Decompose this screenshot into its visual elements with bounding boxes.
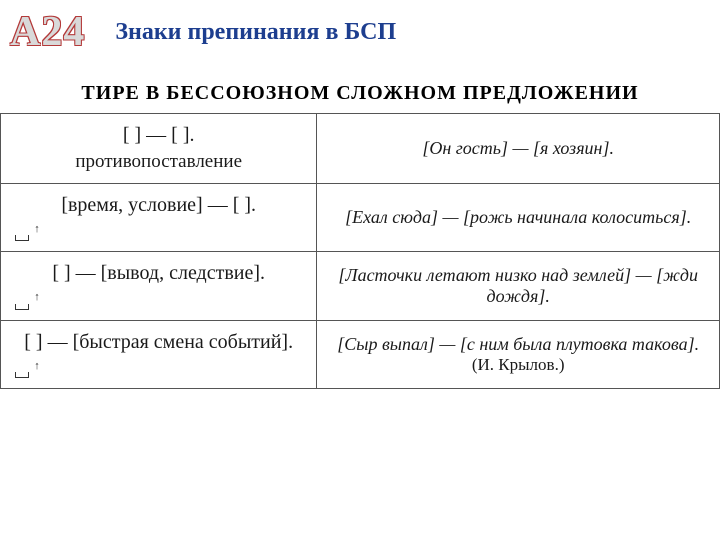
pattern-cell: [ ] — [вывод, следствие]. ↑ bbox=[1, 252, 317, 320]
arrow-icon: ↑ bbox=[34, 291, 40, 303]
marker-row: ↑ bbox=[13, 223, 304, 241]
pattern-text: [время, условие] — [ ]. bbox=[13, 194, 304, 217]
pattern-text: [ ] — [вывод, следствие]. bbox=[13, 262, 304, 285]
marker-row: ↑ bbox=[13, 291, 304, 309]
table-row: [ ] — [ ]. противопоставление [Он гость]… bbox=[1, 114, 720, 184]
marker-row: ↑ bbox=[13, 360, 304, 378]
pattern-cell: [ ] — [быстрая смена событий]. ↑ bbox=[1, 320, 317, 388]
pattern-cell: [время, условие] — [ ]. ↑ bbox=[1, 184, 317, 252]
pattern-text: [ ] — [быстрая смена событий]. bbox=[13, 331, 304, 354]
arrow-icon: ↑ bbox=[34, 223, 40, 235]
arrow-icon: ↑ bbox=[34, 360, 40, 372]
example-cell: [Он гость] — [я хозяин]. bbox=[317, 114, 720, 184]
example-text: [Ехал сюда] — [рожь начинала колоситься]… bbox=[345, 207, 691, 227]
section-heading: ТИРЕ В БЕССОЮЗНОМ СЛОЖНОМ ПРЕДЛОЖЕНИИ bbox=[0, 64, 720, 113]
page-title: Знаки препинания в БСП bbox=[115, 19, 396, 46]
table-row: [ ] — [вывод, следствие]. ↑ [Ласточки ле… bbox=[1, 252, 720, 320]
header: А24 Знаки препинания в БСП bbox=[0, 0, 720, 64]
example-cell: [Сыр выпал] — [с ним была плутовка таков… bbox=[317, 320, 720, 388]
example-text: [Ласточки летают низко над землей] — [жд… bbox=[338, 265, 698, 306]
example-cell: [Ласточки летают низко над землей] — [жд… bbox=[317, 252, 720, 320]
pattern-text: [ ] — [ ]. bbox=[13, 124, 304, 147]
task-badge: А24 bbox=[10, 8, 85, 56]
table-row: [время, условие] — [ ]. ↑ [Ехал сюда] — … bbox=[1, 184, 720, 252]
pattern-label: противопоставление bbox=[13, 151, 304, 173]
bracket-icon bbox=[15, 372, 29, 378]
example-text: [Он гость] — [я хозяин]. bbox=[422, 138, 614, 158]
bracket-icon bbox=[15, 304, 29, 310]
rules-table: [ ] — [ ]. противопоставление [Он гость]… bbox=[0, 113, 720, 389]
example-source: (И. Крылов.) bbox=[329, 355, 707, 375]
example-text: [Сыр выпал] — [с ним была плутовка таков… bbox=[329, 334, 707, 355]
bracket-icon bbox=[15, 235, 29, 241]
example-cell: [Ехал сюда] — [рожь начинала колоситься]… bbox=[317, 184, 720, 252]
table-row: [ ] — [быстрая смена событий]. ↑ [Сыр вы… bbox=[1, 320, 720, 388]
pattern-cell: [ ] — [ ]. противопоставление bbox=[1, 114, 317, 184]
